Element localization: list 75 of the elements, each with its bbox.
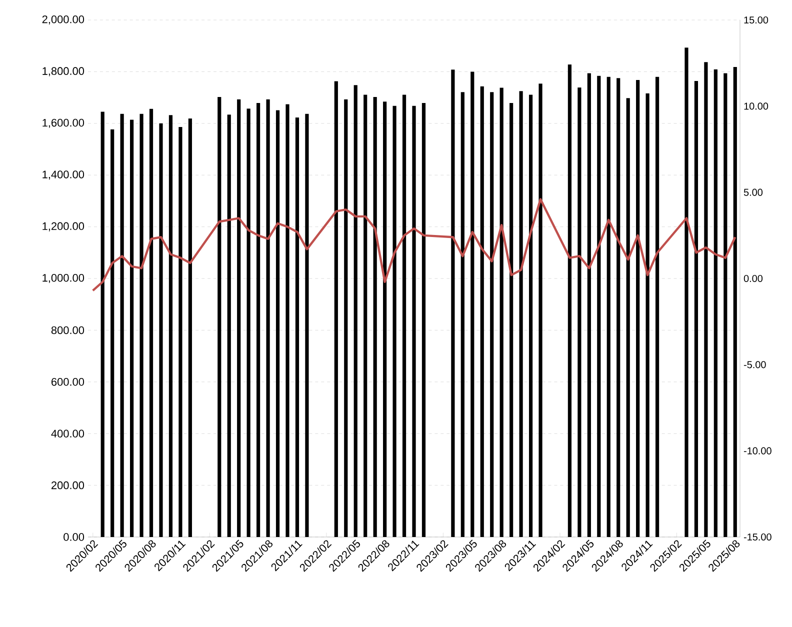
bar — [451, 70, 455, 537]
bar — [684, 48, 688, 537]
bar — [237, 99, 241, 537]
bar — [422, 102, 426, 537]
bar — [286, 104, 290, 537]
y-tick-label: 1,000.00 — [42, 274, 84, 284]
bar — [606, 76, 610, 537]
bar — [470, 72, 474, 537]
bar — [168, 115, 173, 537]
bar — [490, 92, 494, 537]
bar — [538, 84, 542, 537]
y-tick-label: 200.00 — [52, 481, 84, 490]
y-tick-label: 2,000.00 — [42, 15, 84, 25]
bar — [188, 118, 192, 537]
bar — [276, 110, 280, 537]
bar — [110, 129, 114, 537]
bar — [100, 112, 104, 537]
bar — [616, 78, 620, 537]
bar — [178, 127, 182, 537]
bar — [500, 88, 504, 537]
bar — [246, 108, 250, 537]
bar — [373, 97, 377, 537]
bar — [519, 91, 523, 537]
bar — [402, 94, 406, 537]
bar — [159, 123, 163, 537]
bar — [140, 114, 144, 537]
y2-tick-label: 5.00 — [744, 188, 763, 196]
bar — [460, 92, 464, 537]
bar — [724, 73, 728, 537]
bar — [510, 102, 514, 537]
y2-tick-label: -5.00 — [744, 361, 766, 368]
y2-tick-label: -15.00 — [744, 533, 772, 541]
bar — [227, 114, 231, 537]
bar — [392, 106, 396, 537]
bar — [578, 87, 582, 537]
y-tick-label: 0.00 — [64, 533, 84, 541]
bar — [646, 93, 650, 537]
bar — [305, 114, 309, 537]
y-tick-label: 400.00 — [51, 430, 84, 438]
bar — [130, 120, 134, 537]
y-tick-label: 1,400.00 — [42, 170, 84, 180]
bar — [149, 108, 154, 537]
bar — [636, 80, 640, 537]
bar — [597, 76, 601, 537]
bar — [364, 94, 368, 537]
bar — [256, 102, 260, 537]
y-tick-label: 1,600.00 — [42, 118, 84, 128]
y-tick-label: 600.00 — [52, 378, 84, 386]
y2-tick-label: 10.00 — [744, 102, 768, 110]
bar — [733, 67, 737, 537]
bar — [412, 106, 416, 537]
y2-tick-label: -10.00 — [744, 447, 772, 454]
bar — [120, 114, 124, 537]
bar — [334, 81, 338, 537]
y2-tick-label: 15.00 — [744, 16, 768, 24]
y2-tick-label: 0.00 — [744, 274, 763, 282]
bar — [626, 98, 630, 537]
bar — [266, 99, 270, 537]
bar — [655, 76, 660, 537]
bar — [354, 85, 358, 537]
bar — [694, 81, 698, 537]
bar — [383, 102, 387, 537]
bar — [714, 69, 718, 537]
bar — [704, 62, 708, 537]
bar — [528, 94, 533, 537]
bar — [218, 97, 222, 537]
bar — [587, 73, 591, 537]
bar — [568, 64, 572, 537]
y-tick-label: 1,800.00 — [42, 67, 84, 76]
y-tick-label: 1,200.00 — [42, 222, 84, 232]
y-tick-label: 800.00 — [51, 326, 84, 334]
bar — [480, 86, 484, 537]
line-series — [92, 198, 736, 292]
bar — [295, 117, 300, 537]
bar — [344, 99, 348, 537]
